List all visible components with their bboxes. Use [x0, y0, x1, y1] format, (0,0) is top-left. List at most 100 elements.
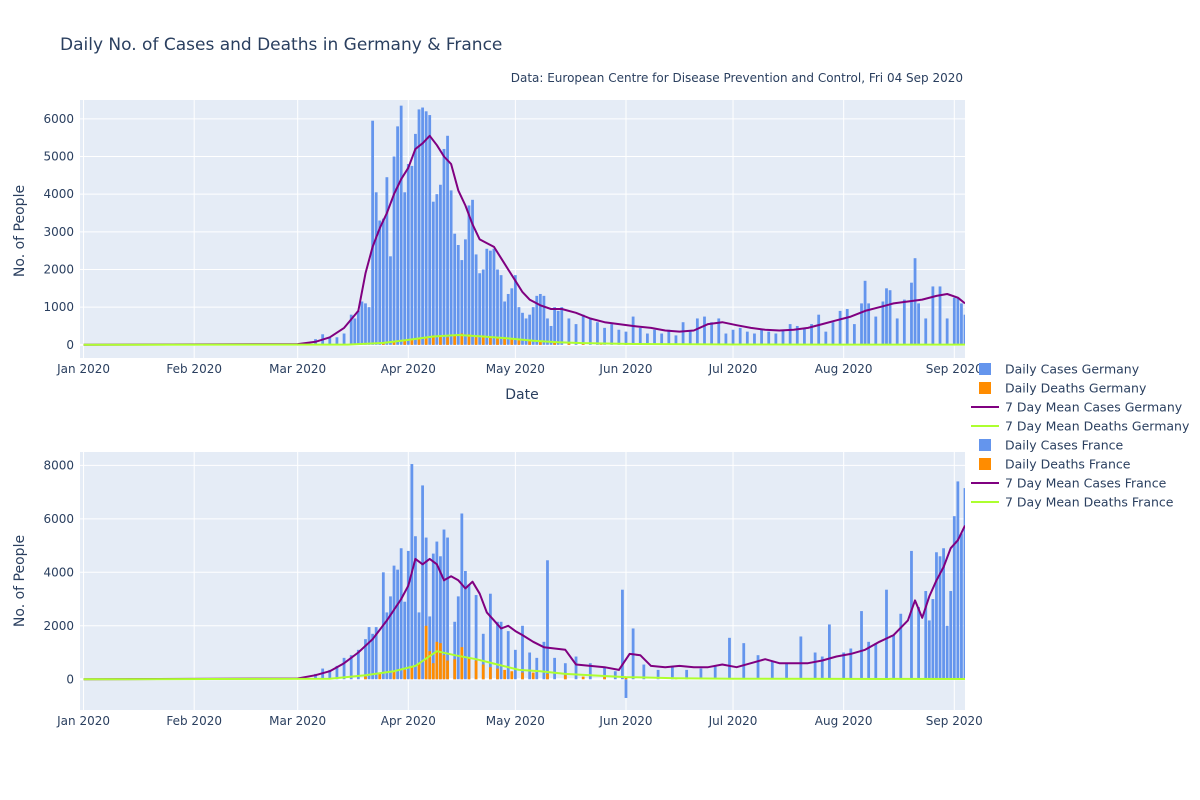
daily-cases-bar-france — [374, 627, 378, 680]
legend-swatch-bar — [979, 439, 991, 451]
daily-cases-bar-germany — [356, 310, 360, 345]
y-axis-label-germany: No. of People — [12, 185, 28, 277]
daily-cases-bar-france — [938, 556, 942, 680]
legend-item[interactable]: Daily Cases France — [979, 438, 1124, 453]
legend-swatch-bar — [979, 382, 991, 394]
daily-deaths-bar-germany — [481, 335, 485, 345]
x-tick-label: May 2020 — [486, 714, 545, 728]
daily-cases-bar-france — [399, 548, 403, 680]
daily-cases-bar-germany — [446, 135, 449, 345]
legend-item[interactable]: Daily Cases Germany — [979, 362, 1140, 377]
daily-deaths-bar-france — [446, 660, 449, 680]
daily-cases-bar-france — [481, 633, 485, 680]
daily-cases-bar-germany — [824, 331, 828, 345]
y-tick-label: 4000 — [43, 187, 74, 201]
daily-cases-bar-france — [952, 516, 956, 680]
daily-cases-bar-france — [467, 584, 471, 680]
daily-cases-bar-france — [603, 667, 606, 680]
daily-deaths-bar-germany — [538, 341, 542, 345]
daily-cases-bar-germany — [674, 335, 678, 345]
daily-cases-bar-france — [867, 641, 871, 680]
legend-item[interactable]: 7 Day Mean Deaths Germany — [971, 419, 1190, 434]
x-tick-label: Jun 2020 — [598, 362, 652, 376]
daily-cases-bar-france — [685, 669, 689, 680]
daily-cases-bar-germany — [417, 109, 421, 345]
daily-deaths-bar-germany — [567, 342, 571, 345]
y-tick-label: 6000 — [43, 112, 74, 126]
daily-cases-bar-france — [960, 533, 963, 680]
daily-deaths-bar-france — [624, 677, 628, 680]
legend-label: 7 Day Mean Deaths France — [1005, 495, 1174, 510]
daily-cases-bar-france — [396, 569, 399, 680]
legend-label: 7 Day Mean Deaths Germany — [1005, 419, 1190, 434]
legend-item[interactable]: 7 Day Mean Cases France — [971, 476, 1167, 491]
daily-cases-bar-germany — [738, 327, 742, 345]
daily-cases-bar-france — [428, 616, 432, 680]
daily-cases-bar-germany — [952, 297, 956, 345]
daily-cases-bar-germany — [549, 325, 553, 345]
daily-deaths-bar-france — [378, 673, 382, 680]
daily-cases-bar-germany — [460, 260, 464, 345]
daily-cases-bar-germany — [378, 220, 382, 345]
daily-cases-bar-germany — [938, 286, 942, 345]
daily-deaths-bar-france — [496, 668, 499, 680]
daily-deaths-bar-germany — [510, 338, 514, 345]
daily-cases-bar-france — [439, 556, 442, 680]
daily-cases-bar-germany — [960, 303, 963, 345]
daily-cases-bar-france — [389, 596, 392, 680]
daily-cases-bar-germany — [510, 288, 514, 345]
legend-item[interactable]: 7 Day Mean Deaths France — [971, 495, 1174, 510]
daily-cases-bar-germany — [528, 314, 532, 345]
daily-cases-bar-germany — [335, 337, 339, 345]
x-tick-label: Sep 2020 — [926, 714, 983, 728]
daily-cases-bar-france — [963, 488, 965, 680]
daily-cases-bar-germany — [660, 333, 664, 345]
daily-cases-bar-germany — [499, 275, 503, 345]
x-tick-label: Aug 2020 — [815, 362, 873, 376]
daily-deaths-bar-germany — [403, 340, 407, 345]
legend-item[interactable]: Daily Deaths France — [979, 457, 1131, 472]
daily-cases-bar-germany — [538, 293, 542, 345]
daily-cases-bar-france — [453, 621, 457, 680]
source-note: Data: European Centre for Disease Preven… — [511, 71, 963, 85]
daily-cases-bar-france — [435, 541, 439, 680]
daily-cases-bar-france — [849, 648, 853, 680]
daily-cases-bar-france — [314, 673, 317, 680]
daily-cases-bar-germany — [471, 199, 474, 345]
daily-cases-bar-germany — [753, 333, 756, 345]
daily-cases-bar-germany — [646, 333, 649, 345]
legend-item[interactable]: Daily Deaths Germany — [979, 381, 1147, 396]
daily-cases-bar-germany — [467, 205, 471, 345]
daily-cases-bar-germany — [349, 314, 353, 345]
legend[interactable]: Daily Cases Germany Daily Deaths Germany 7… — [971, 362, 1190, 510]
daily-cases-bar-france — [460, 513, 464, 680]
daily-cases-bar-germany — [360, 301, 364, 345]
daily-cases-bar-germany — [695, 318, 699, 345]
mean-deaths-line-france — [83, 650, 965, 681]
daily-cases-bar-france — [367, 627, 371, 680]
daily-deaths-bar-france — [442, 655, 446, 680]
daily-cases-bar-france — [563, 663, 567, 680]
daily-cases-bar-germany — [895, 318, 899, 345]
daily-cases-bar-france — [924, 591, 928, 680]
daily-cases-bar-france — [813, 652, 817, 680]
x-tick-label: Feb 2020 — [166, 362, 222, 376]
chart-title: Daily No. of Cases and Deaths in Germany… — [60, 35, 502, 55]
daily-cases-bar-france — [613, 671, 617, 680]
daily-cases-bar-france — [535, 657, 539, 680]
daily-cases-bar-germany — [845, 309, 849, 345]
daily-deaths-bar-germany — [553, 341, 557, 345]
x-tick-label: Mar 2020 — [269, 362, 326, 376]
daily-deaths-bar-france — [563, 675, 567, 680]
legend-item[interactable]: 7 Day Mean Cases Germany — [971, 400, 1183, 415]
daily-deaths-bar-france — [488, 667, 492, 680]
daily-cases-bar-germany — [902, 299, 906, 345]
daily-cases-bar-france — [521, 625, 524, 680]
daily-cases-bar-germany — [464, 239, 467, 345]
daily-deaths-bar-france — [603, 677, 606, 680]
daily-cases-bar-france — [935, 552, 938, 680]
legend-label: Daily Deaths France — [1005, 457, 1131, 472]
daily-deaths-bar-france — [435, 641, 439, 680]
daily-cases-bar-france — [474, 595, 478, 680]
